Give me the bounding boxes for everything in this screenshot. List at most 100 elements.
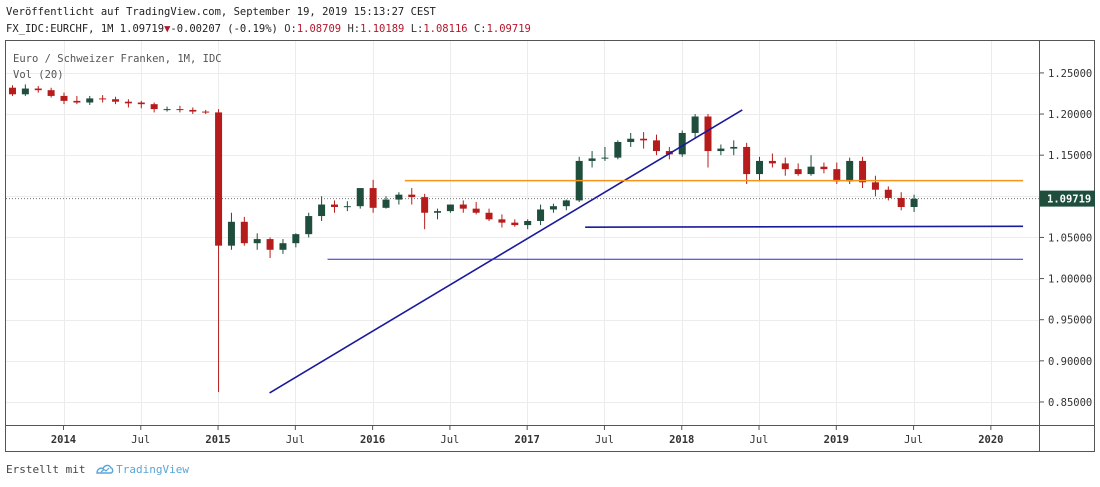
candle	[8, 85, 16, 96]
candle	[215, 109, 223, 393]
candle	[743, 142, 751, 184]
candle-body	[189, 109, 197, 112]
close-key: C:	[473, 23, 487, 35]
candle-body	[60, 95, 68, 101]
price-tick-label: 1.15000	[1048, 150, 1092, 162]
candle-body	[704, 116, 712, 152]
tradingview-logo-icon	[96, 464, 114, 474]
chart-legend: Euro / Schweizer Franken, 1M, IDC Vol (2…	[13, 53, 222, 81]
candle	[421, 193, 429, 230]
time-tick-label: Jul	[595, 434, 614, 446]
chart-frame[interactable]: 1.250001.200001.150001.100001.050001.000…	[5, 40, 1095, 452]
time-tick-label: 2017	[515, 434, 540, 446]
time-tick-label: Jul	[131, 434, 150, 446]
price-tick-label: 1.00000	[1048, 274, 1092, 286]
candle	[459, 200, 467, 213]
time-tick-label: Jul	[904, 434, 923, 446]
last-price-label-bg	[1040, 190, 1095, 207]
candle	[124, 99, 132, 108]
candle-body	[163, 109, 171, 111]
drawings[interactable]	[269, 109, 1024, 394]
time-tick-label: 2016	[360, 434, 385, 446]
published-line: Veröffentlicht auf TradingView.com, Sept…	[6, 6, 436, 18]
candle	[369, 179, 377, 213]
high-key: H:	[347, 23, 361, 35]
candle	[305, 212, 313, 238]
candle-body	[730, 146, 738, 149]
candle	[549, 203, 557, 213]
grid	[6, 41, 1039, 425]
candle-body	[137, 102, 145, 105]
candle-body	[124, 101, 132, 104]
candle	[279, 239, 287, 254]
high-value: 1.10189	[360, 23, 405, 35]
candle	[356, 188, 364, 209]
candle	[253, 233, 261, 250]
price-change: -0.00207 (-0.19%)	[170, 23, 278, 35]
candle	[150, 102, 158, 113]
candle	[47, 87, 55, 98]
candle	[343, 201, 351, 212]
candle	[240, 216, 248, 246]
candle-body	[768, 160, 776, 164]
candle	[640, 132, 648, 149]
candle-body	[627, 138, 635, 143]
candle-body	[640, 138, 648, 141]
candle-body	[356, 188, 364, 207]
candle	[820, 162, 828, 174]
time-axis[interactable]: 2014 Jul 2015 Jul 2016 Jul 2017 Jul 2018 Jul 2019 J…	[51, 425, 1004, 446]
candle	[163, 106, 171, 112]
legend-volume: Vol (20)	[13, 69, 64, 81]
open-value: 1.08709	[296, 23, 342, 35]
candle	[21, 84, 29, 96]
candle	[768, 153, 776, 168]
candle-body	[485, 212, 493, 220]
time-tick-label: 2014	[51, 434, 76, 446]
candle	[434, 208, 442, 220]
candle-body	[150, 104, 158, 110]
candle	[910, 194, 918, 212]
candle	[73, 95, 81, 105]
price-tick-label: 0.85000	[1048, 397, 1092, 409]
candle-body	[21, 88, 29, 95]
symbol-label[interactable]: FX_IDC:EURCHF, 1M	[6, 23, 114, 35]
candle-body	[511, 222, 519, 226]
price-tick-label: 0.90000	[1048, 356, 1092, 368]
candle	[730, 140, 738, 156]
ohlc-line: FX_IDC:EURCHF, 1M 1.09719▼-0.00207 (-0.1…	[6, 23, 531, 35]
candle	[227, 212, 235, 250]
last-price-label: 1.09719	[1040, 190, 1095, 207]
candle	[34, 86, 42, 93]
last-price-label-text: 1.09719	[1047, 194, 1091, 206]
candle-body	[318, 204, 326, 217]
candles	[8, 84, 918, 393]
candle	[330, 200, 338, 213]
candle-body	[884, 189, 892, 198]
chart-border	[5, 40, 1095, 452]
candle	[704, 114, 712, 168]
candle-body	[99, 98, 107, 100]
candle	[498, 214, 506, 228]
candle	[266, 237, 274, 259]
candle	[627, 132, 635, 147]
brand-label[interactable]: TradingView	[116, 463, 189, 476]
candle-body	[897, 197, 905, 207]
candle	[395, 192, 403, 205]
candle-body	[434, 211, 442, 213]
candle-body	[743, 146, 751, 175]
candle-body	[305, 216, 313, 235]
legend-instrument: Euro / Schweizer Franken, 1M, IDC	[13, 53, 222, 65]
candle-body	[446, 204, 454, 212]
candle-body	[717, 148, 725, 152]
candle-body	[781, 163, 789, 170]
candle-body	[408, 194, 416, 198]
candle-body	[833, 169, 841, 182]
last-price: 1.09719	[119, 23, 165, 35]
candle-body	[498, 219, 506, 223]
candle-body	[756, 160, 764, 175]
candle	[511, 219, 519, 227]
candle	[691, 114, 699, 139]
candle	[60, 92, 68, 105]
candle-body	[253, 239, 261, 244]
candle	[524, 219, 532, 230]
